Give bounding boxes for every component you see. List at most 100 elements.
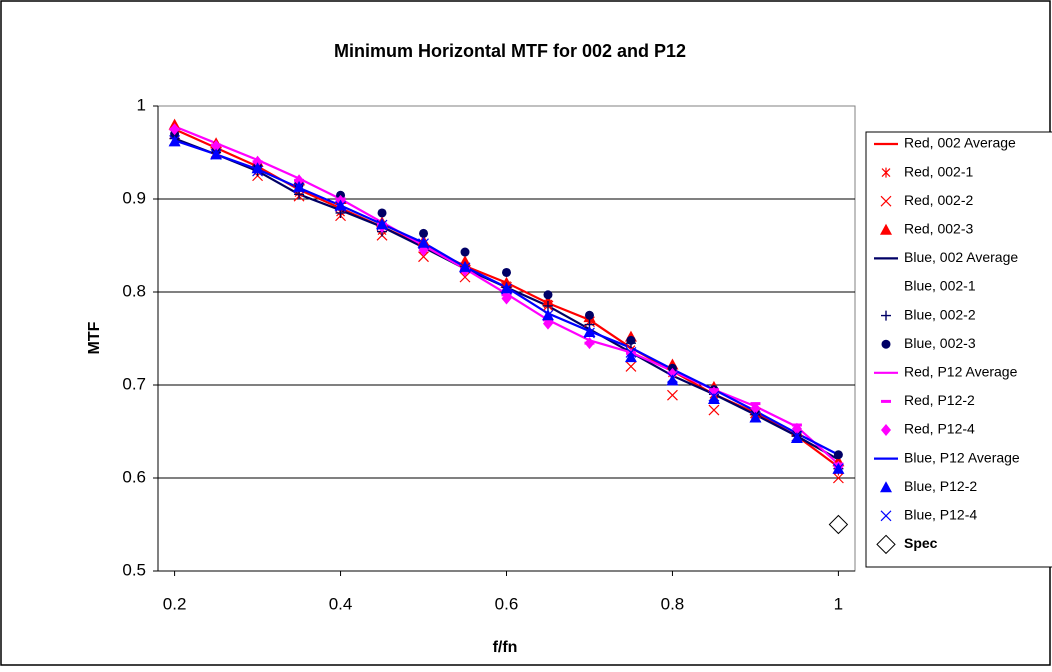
series-group <box>168 118 849 535</box>
legend-label: Blue, 002-1 <box>904 278 976 294</box>
legend-label: Spec <box>904 535 938 551</box>
marker <box>335 201 346 212</box>
legend-label: Blue, P12 Average <box>904 449 1020 465</box>
y-tick-label: 0.6 <box>122 467 146 486</box>
marker <box>708 404 720 416</box>
marker <box>667 367 678 380</box>
marker <box>541 295 554 307</box>
y-tick-label: 0.8 <box>122 281 146 300</box>
marker <box>210 148 222 160</box>
marker <box>293 180 306 192</box>
marker <box>625 360 637 372</box>
marker <box>460 247 470 257</box>
marker <box>459 255 472 267</box>
marker <box>459 260 472 272</box>
x-tick-label: 0.2 <box>163 594 187 613</box>
marker <box>832 463 844 475</box>
x-tick-label: 1 <box>834 594 843 613</box>
marker <box>624 351 637 363</box>
legend-swatch <box>880 195 892 207</box>
marker <box>459 271 471 283</box>
legend-label: Red, 002-3 <box>904 221 973 237</box>
legend-swatch <box>881 339 891 349</box>
marker <box>791 430 803 442</box>
marker <box>252 155 263 168</box>
x-tick-label: 0.4 <box>329 594 353 613</box>
legend-swatch <box>880 510 892 522</box>
plot-area <box>157 105 856 572</box>
marker <box>584 327 595 339</box>
marker <box>502 267 511 277</box>
marker <box>832 472 844 484</box>
marker <box>500 282 513 294</box>
legend-swatch <box>881 424 891 436</box>
legend-label: Blue, 002-3 <box>904 335 976 351</box>
legend-label: Red, P12-2 <box>904 392 975 408</box>
legend-swatch <box>881 167 891 178</box>
x-tick-label: 0.8 <box>661 594 685 613</box>
legend-swatch <box>876 534 896 555</box>
marker <box>666 374 679 386</box>
marker <box>293 182 305 194</box>
legend-label: Red, P12 Average <box>904 364 1018 380</box>
marker <box>211 139 222 152</box>
marker <box>417 236 430 248</box>
legend-label: Red, 002-2 <box>904 192 973 208</box>
marker <box>418 251 429 263</box>
marker <box>791 422 802 435</box>
legend-swatch <box>880 223 892 235</box>
marker <box>377 208 387 218</box>
legend-swatch <box>881 310 891 321</box>
marker <box>583 325 596 337</box>
legend-label: Red, P12-4 <box>904 421 975 437</box>
marker <box>501 292 512 305</box>
marker <box>543 290 553 300</box>
marker <box>584 310 594 320</box>
legend-label: Blue, 002 Average <box>904 249 1018 265</box>
legend-label: Blue, P12-4 <box>904 507 977 523</box>
marker <box>500 276 513 288</box>
marker <box>459 262 471 274</box>
y-tick-label: 0.7 <box>122 374 146 393</box>
y-tick-label: 0.9 <box>122 188 146 207</box>
marker <box>750 402 761 415</box>
legend-box <box>865 131 1052 568</box>
marker <box>707 392 720 404</box>
marker <box>376 218 389 230</box>
marker <box>251 162 264 174</box>
marker <box>828 514 849 535</box>
marker <box>667 372 678 383</box>
marker <box>376 219 388 231</box>
y-axis-title: MTF <box>86 321 103 354</box>
legend-label: Blue, 002-2 <box>904 306 976 322</box>
legend-label: Red, 002 Average <box>904 135 1016 151</box>
marker <box>418 238 429 250</box>
x-axis-title: f/fn <box>493 639 518 656</box>
marker <box>542 317 553 330</box>
marker <box>750 411 761 423</box>
marker <box>334 199 347 211</box>
legend-swatch <box>880 481 892 493</box>
marker <box>252 165 263 177</box>
marker <box>584 337 595 350</box>
marker <box>169 134 181 146</box>
x-tick-label: 0.6 <box>495 594 519 613</box>
marker <box>833 450 843 460</box>
y-tick-label: 0.5 <box>122 560 146 579</box>
marker <box>501 283 512 295</box>
legend-label: Blue, P12-2 <box>904 478 977 494</box>
marker <box>708 386 719 399</box>
marker <box>626 335 636 345</box>
chart-title: Minimum Horizontal MTF for 002 and P12 <box>334 41 686 61</box>
marker <box>419 228 429 238</box>
marker <box>542 309 554 321</box>
marker <box>708 390 720 402</box>
y-tick-label: 1 <box>137 95 146 114</box>
marker <box>294 174 305 187</box>
marker <box>667 389 678 401</box>
legend-label: Red, 002-1 <box>904 163 973 179</box>
marker <box>790 432 803 444</box>
marker <box>625 347 637 358</box>
marker <box>169 123 180 136</box>
